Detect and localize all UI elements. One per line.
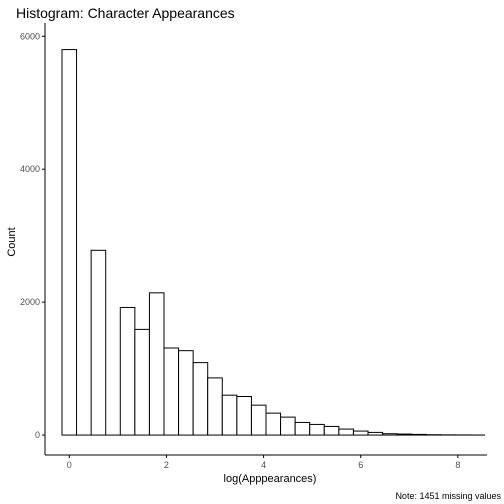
x-tick-label: 8	[455, 460, 460, 470]
histogram-bar	[61, 49, 78, 436]
histogram-bar	[119, 306, 136, 436]
histogram-bar	[148, 292, 165, 436]
missing-values-note: Note: 1451 missing values	[395, 491, 501, 501]
bars-layer	[61, 49, 486, 436]
histogram-bar	[294, 421, 311, 436]
histogram-bar	[396, 433, 413, 436]
histogram-bar	[323, 425, 340, 436]
x-tick-label: 6	[358, 460, 363, 470]
histogram-bar	[352, 430, 369, 436]
axes-layer: 0 2000 4000 6000 0 2 4 6 8	[20, 23, 487, 470]
y-tick-label: 0	[35, 430, 40, 440]
x-axis-title: log(Apppearances)	[224, 473, 317, 485]
histogram-bar	[382, 433, 398, 436]
y-axis-title: Count	[6, 227, 18, 256]
y-tick-label: 2000	[20, 297, 40, 307]
x-tick-label: 0	[67, 460, 72, 470]
histogram-bar	[309, 423, 325, 436]
histogram-bar	[163, 347, 180, 436]
histogram-bar	[250, 404, 267, 436]
y-tick-label: 4000	[20, 164, 40, 174]
histogram-bar	[192, 362, 209, 436]
histogram-bar	[338, 428, 354, 436]
histogram-bar	[207, 377, 223, 436]
histogram-bar	[265, 412, 282, 436]
histogram-bar	[280, 416, 296, 436]
y-tick-label: 6000	[20, 31, 40, 41]
x-tick-label: 4	[261, 460, 266, 470]
histogram-bar	[178, 350, 194, 436]
histogram-bar	[90, 249, 107, 436]
x-tick-label: 2	[164, 460, 169, 470]
histogram-bar	[236, 396, 252, 436]
histogram-bar	[134, 328, 150, 436]
histogram-bar	[221, 394, 238, 436]
chart-title: Histogram: Character Appearances	[16, 5, 235, 21]
histogram-bar	[367, 431, 384, 436]
histogram-bar	[411, 433, 427, 436]
